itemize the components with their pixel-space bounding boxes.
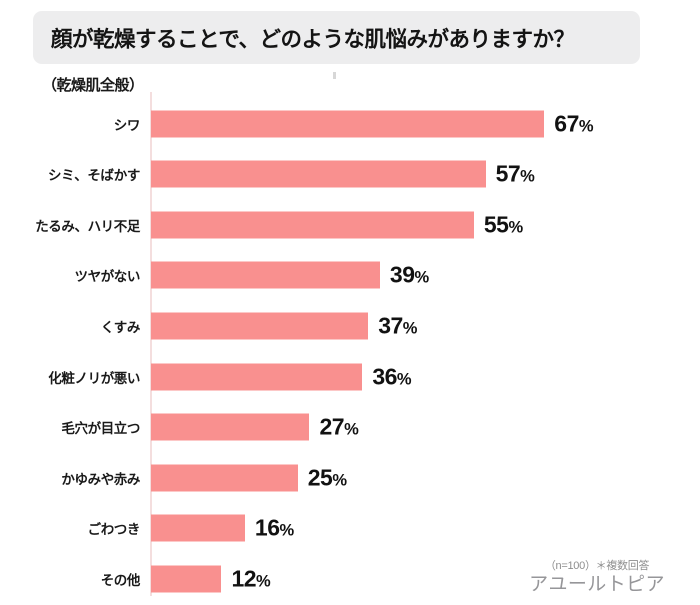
y-axis-line [150,92,152,596]
bar-row: くすみ 37% [0,300,700,351]
bar-track [151,464,298,492]
bar-value-label: 27% [319,414,358,441]
bar-track [151,312,369,340]
brand-name: アユールトピア [529,574,665,596]
bar-track [151,261,380,289]
bar-value-label: 57% [496,161,535,188]
bar-row: その他 12% [0,553,700,604]
bar-value-number: 57 [495,160,521,187]
bar-value-number: 55 [483,211,509,238]
percent-symbol: % [344,420,359,439]
bar-category-label: かゆみや赤み [61,471,140,487]
percent-symbol: % [520,167,535,186]
bar-category-label: ツヤがない [74,269,141,285]
bar-fill [151,413,310,441]
bar-value-label: 16% [255,515,294,542]
bar-fill [151,160,486,188]
bar-category-label: くすみ [100,319,141,335]
bar-track [151,110,545,137]
bar-value-number: 12 [231,565,257,592]
page-title: 顔が乾燥することで、どのような肌悩みがありますか？ [51,27,575,51]
percent-symbol: % [256,572,271,591]
bar-fill [151,565,222,593]
bar-value-number: 67 [554,110,579,136]
footer: （n=100）＊複数回答 アユールトピア [512,560,682,597]
bar-row: たるみ、ハリ不足 55% [0,199,700,250]
bar-value-label: 37% [378,312,417,339]
bar-fill [151,110,545,137]
bar-value-label: 12% [231,565,270,592]
bar-value-number: 39 [389,261,415,288]
bar-value-label: 55% [484,211,523,238]
bar-row: かゆみや赤み 25% [0,452,700,503]
bar-category-label: ごわつき [87,522,141,538]
bar-value-number: 36 [372,363,397,389]
sample-size-note: （n=100）＊複数回答 [544,560,650,573]
bar-track [151,413,310,441]
percent-symbol: % [402,319,418,338]
bar-track [151,160,486,188]
bar-fill [151,312,369,340]
bar-value-label: 39% [390,262,429,289]
bar-row: シミ、そばかす 57% [0,149,700,200]
bar-track [151,363,363,390]
percent-symbol: % [578,117,594,135]
bar-row: 化粧ノリが悪い 36% [0,351,700,402]
bar-category-label: シミ、そばかす [48,168,140,184]
percent-symbol: % [332,471,347,490]
bar-category-label: その他 [100,572,141,588]
bar-track [151,211,474,239]
decorative-speck [333,72,336,79]
bar-value-number: 27 [319,413,345,440]
bar-category-label: 毛穴が目立つ [61,421,140,437]
bar-value-label: 36% [372,363,411,390]
bar-row: ごわつき 16% [0,503,700,554]
bar-fill [151,211,474,239]
bar-fill [151,464,298,492]
bar-category-label: 化粧ノリが悪い [48,370,140,386]
percent-symbol: % [414,268,430,287]
bar-track [151,514,245,542]
bar-category-label: シワ [113,117,141,133]
bar-value-number: 25 [307,464,333,491]
bar-track [151,565,222,593]
bar-value-number: 16 [254,514,280,541]
percent-symbol: % [396,370,412,388]
chart-subtitle: （乾燥肌全般） [42,77,144,94]
bar-fill [151,363,363,390]
bar-row: シワ 67% [0,98,700,149]
bar-row: ツヤがない 39% [0,250,700,301]
bar-row: 毛穴が目立つ 27% [0,402,700,453]
bar-fill [151,514,245,542]
bar-value-number: 37 [378,312,403,339]
header-banner: 顔が乾燥することで、どのような肌悩みがありますか？ [33,11,640,64]
percent-symbol: % [508,218,523,237]
bar-value-label: 25% [308,464,347,491]
percent-symbol: % [279,521,295,540]
bar-value-label: 67% [554,110,593,137]
bar-category-label: たるみ、ハリ不足 [35,218,140,234]
bar-fill [151,261,380,289]
